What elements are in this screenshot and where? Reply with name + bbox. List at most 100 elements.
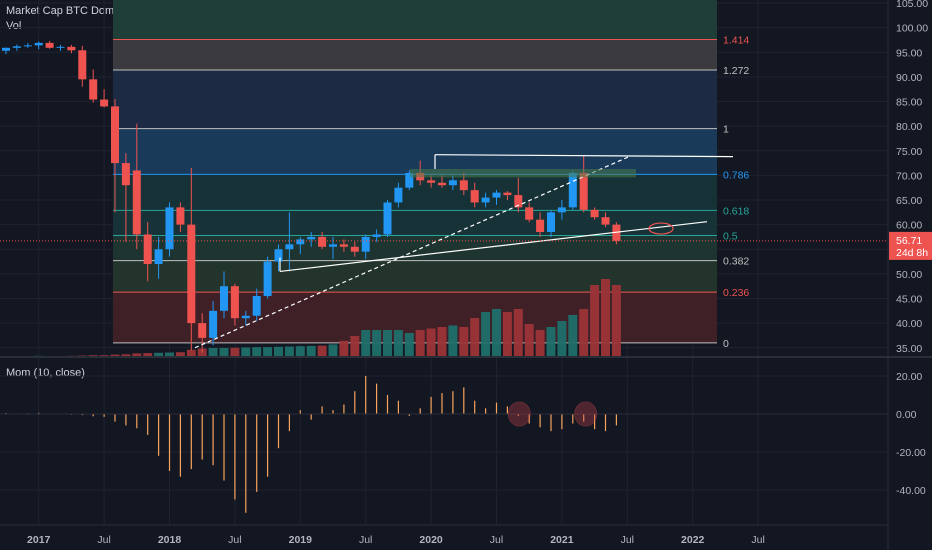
volume-bar [535,330,545,357]
volume-bar [284,346,294,357]
candle-body [547,212,555,233]
fib-zone [113,69,717,129]
volume-bar [361,330,371,357]
candle-body [459,180,468,191]
trendlines [0,154,888,349]
volume-bar [579,309,589,357]
time-tick-label: 2019 [289,534,313,546]
candle-body [2,47,10,51]
fib-zone [113,0,717,40]
volume-bar [154,352,164,357]
volume-bar [524,324,534,357]
fib-label: 0.5 [723,230,738,242]
candle-body [176,207,185,225]
annotation-ellipse [648,222,674,235]
price-tick-label: 105.00 [896,0,928,10]
candle-body [481,197,490,203]
price-tick-label: 65.00 [896,195,922,207]
time-tick-label: Jul [751,534,764,546]
volume-bar [132,353,142,357]
candle-body [89,79,98,100]
candle-body [339,244,348,247]
candle-body [34,42,43,46]
price-tick-label: 90.00 [896,72,922,84]
volume-bar [306,345,316,357]
candle-body [557,207,566,213]
price-tick-label: 100.00 [896,23,928,35]
volume-bar [404,333,414,357]
price-tag-countdown: 24d 8h [896,247,928,259]
candle-body [579,172,588,210]
candle-body [394,187,403,203]
volume-bars [1,279,621,357]
volume-bar [590,285,600,357]
momentum-tick-label: -20.00 [896,447,926,459]
candle-body [329,244,337,247]
fib-label: 0 [723,338,729,350]
volume-bar [415,330,425,357]
price-tick-label: 50.00 [896,269,922,281]
volume-bar [175,352,185,357]
price-tick-label: 80.00 [896,121,922,133]
volume-label: Vol [6,20,22,32]
candle-body [78,50,87,80]
volume-bar [295,346,305,357]
candle-body [318,236,327,247]
time-tick-label: 2021 [550,534,574,546]
volume-bar [459,327,469,357]
candle-body [296,239,305,245]
candle-body [405,172,414,188]
price-tick-label: 75.00 [896,146,922,158]
fib-label: 0.618 [723,205,749,217]
fib-label: 1.272 [723,65,749,77]
candle-body [492,192,501,198]
candle-body [67,46,76,51]
price-tick-label: 35.00 [896,343,922,355]
volume-bar [186,349,196,357]
volume-bar [372,330,382,357]
momentum-bars [0,376,888,513]
candle-body [307,236,316,240]
fib-zone [113,39,717,70]
candle-body [525,207,534,220]
candle-body [230,286,239,319]
candle-body [45,42,54,48]
momentum-tick-label: 20.00 [896,371,922,383]
candle-body [383,202,392,235]
candle-body [372,234,381,237]
price-tick-label: 60.00 [896,220,922,232]
candle-body [470,190,479,203]
fib-zone [113,174,717,211]
resistance-line [434,154,734,158]
momentum-tick-label: 0.00 [896,409,917,421]
volume-bar [230,347,240,357]
fib-zone [113,260,717,293]
candle-body [23,45,32,47]
candle-body [56,46,65,48]
volume-bar [393,330,403,357]
volume-bar [328,344,338,357]
candle-body [198,323,207,338]
candle-body [241,315,250,319]
time-tick-label: 2017 [27,534,51,546]
momentum-tick-label: -40.00 [896,485,926,497]
candle-body [350,246,359,252]
candles [2,40,621,353]
time-tick-label: Jul [97,534,110,546]
volume-bar [470,318,480,357]
volume-bar [165,352,174,357]
candle-body [132,170,141,235]
volume-bar [252,347,262,357]
candle-body [448,180,457,186]
highlight-circle [507,401,531,427]
time-tick-label: Jul [359,534,372,546]
candle-body [536,219,545,233]
volume-bar [601,279,610,357]
fib-label: 1.414 [723,34,749,46]
volume-bar [317,345,327,357]
volume-bar [339,340,349,357]
candle-body [274,249,283,262]
candle-body [165,207,174,250]
